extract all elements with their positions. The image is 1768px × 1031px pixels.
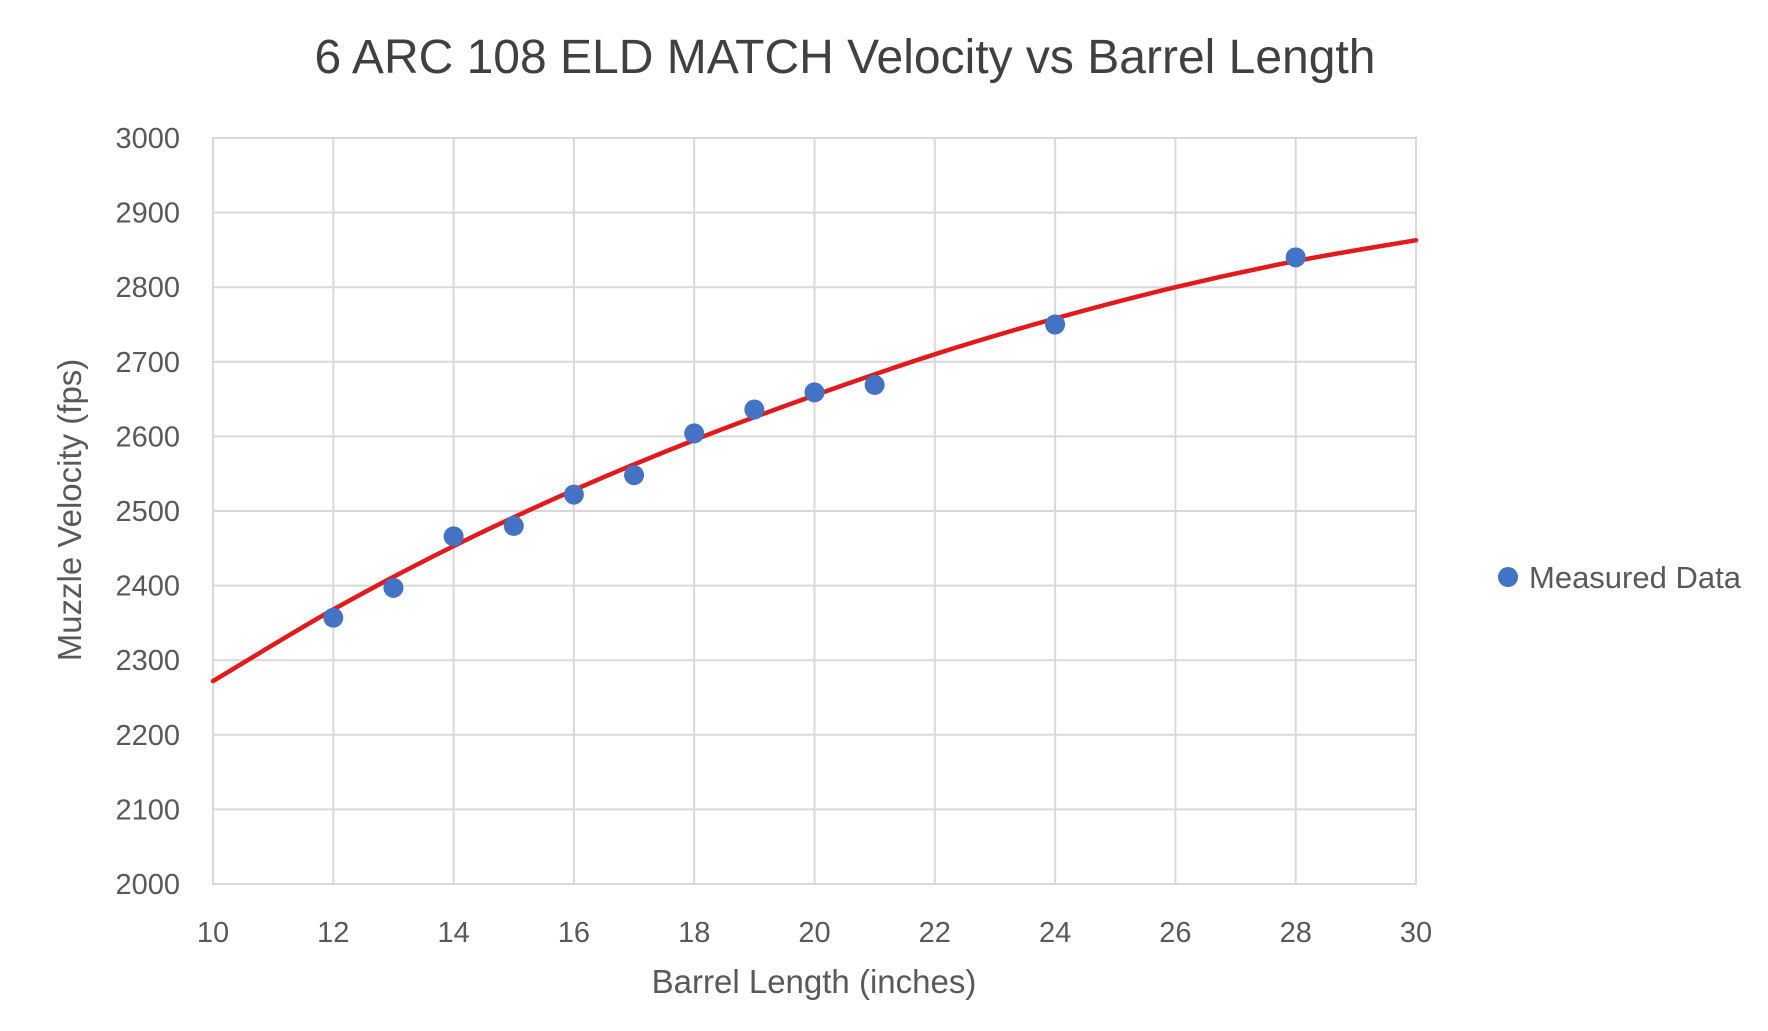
chart-title: 6 ARC 108 ELD MATCH Velocity vs Barrel L…	[315, 31, 1376, 84]
y-tick-label-0: 2000	[115, 869, 180, 901]
y-tick-label-7: 2700	[115, 347, 180, 379]
y-tick-label-8: 2800	[115, 272, 180, 304]
y-tick-label-3: 2300	[115, 645, 180, 677]
data-point-0-8	[804, 382, 825, 403]
y-axis-title: Muzzle Velocity (fps)	[51, 359, 88, 662]
x-axis-tick-labels: 10 12 14 16 18 20 22 24 26 28 30	[197, 917, 1432, 949]
x-tick-label-7: 24	[1039, 917, 1071, 949]
data-point-0-1	[383, 577, 404, 598]
data-point-0-9	[864, 374, 885, 395]
x-tick-label-0: 10	[197, 917, 229, 949]
x-tick-label-6: 22	[919, 917, 951, 949]
data-point-0-4	[563, 484, 584, 505]
x-axis-title: Barrel Length (inches)	[652, 963, 977, 1000]
data-point-0-11	[1285, 247, 1306, 268]
y-axis-tick-labels: 2000 2100 2200 2300 2400 2500 2600 2700 2800 2900…	[115, 123, 180, 901]
legend-label-measured-data: Measured Data	[1529, 560, 1742, 595]
y-tick-label-2: 2200	[115, 720, 180, 752]
data-point-0-10	[1045, 314, 1066, 335]
x-tick-label-10: 30	[1400, 917, 1432, 949]
x-tick-label-9: 28	[1280, 917, 1312, 949]
data-point-0-0	[323, 607, 344, 628]
x-tick-label-2: 14	[437, 917, 469, 949]
y-tick-label-5: 2500	[115, 496, 180, 528]
plot-area	[212, 137, 1417, 885]
y-tick-label-6: 2600	[115, 421, 180, 453]
gridlines	[212, 137, 1417, 885]
y-tick-label-9: 2900	[115, 198, 180, 230]
x-tick-label-3: 16	[558, 917, 590, 949]
x-tick-label-8: 26	[1159, 917, 1191, 949]
legend: Measured Data	[1498, 560, 1742, 595]
y-tick-label-1: 2100	[115, 794, 180, 826]
y-tick-label-10: 3000	[115, 123, 180, 155]
data-point-0-7	[744, 399, 765, 420]
data-point-0-3	[503, 515, 524, 536]
x-tick-label-1: 12	[317, 917, 349, 949]
y-tick-label-4: 2400	[115, 571, 180, 603]
data-point-0-5	[624, 465, 645, 486]
x-tick-label-4: 18	[678, 917, 710, 949]
data-points	[323, 247, 1306, 628]
data-point-0-2	[443, 526, 464, 547]
legend-marker-measured-data	[1498, 567, 1518, 587]
x-tick-label-5: 20	[798, 917, 830, 949]
data-point-0-6	[684, 423, 705, 444]
